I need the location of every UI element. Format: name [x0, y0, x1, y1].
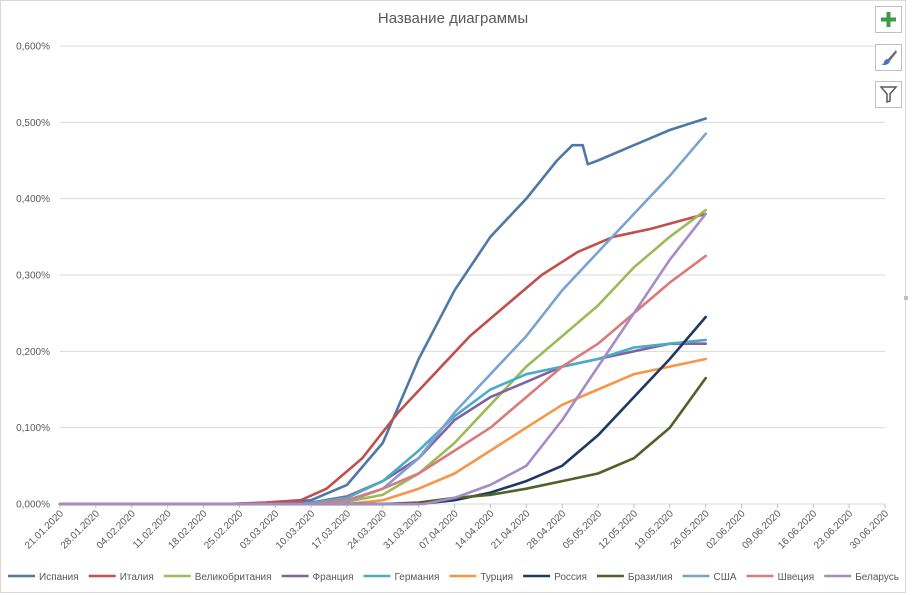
- resize-handle[interactable]: [904, 296, 908, 300]
- plus-icon: [881, 12, 896, 27]
- legend-label: США: [714, 572, 737, 583]
- legend-label: Турция: [480, 572, 513, 583]
- y-tick-label: 0,100%: [16, 423, 50, 434]
- legend-label: Испания: [39, 572, 79, 583]
- chart-filters-button[interactable]: [875, 81, 902, 108]
- y-tick-label: 0,400%: [16, 194, 50, 205]
- legend-item: Великобритания: [163, 571, 272, 583]
- legend-label: Италия: [120, 572, 154, 583]
- legend-item: Швеция: [746, 572, 815, 583]
- series-line: [58, 357, 708, 506]
- series-line: [58, 338, 708, 506]
- legend-label: Франция: [313, 572, 354, 583]
- brush-icon: [881, 50, 897, 65]
- series-line: [58, 132, 708, 506]
- x-tick-label: 30.06.2020: [848, 508, 891, 551]
- legend-label: Германия: [395, 572, 440, 583]
- grid: [60, 45, 885, 505]
- legend-item: Бразилия: [596, 572, 673, 583]
- series-group: [58, 117, 708, 506]
- filter-icon: [879, 86, 898, 104]
- y-tick-label: 0,500%: [16, 118, 50, 129]
- legend-item: Германия: [363, 572, 440, 583]
- y-tick-label: 0,600%: [16, 42, 50, 53]
- legend-label: Швеция: [778, 572, 815, 583]
- y-tick-label: 0,300%: [16, 271, 50, 282]
- y-tick-label: 0,000%: [16, 500, 50, 511]
- legend-item: Россия: [523, 572, 587, 583]
- series-line: [58, 212, 708, 506]
- legend-item: Турция: [449, 572, 513, 583]
- legend-label: Бразилия: [628, 572, 673, 583]
- series-line: [58, 315, 708, 506]
- series-line: [58, 212, 708, 506]
- legend-label: Великобритания: [195, 571, 272, 583]
- legend-label: Россия: [554, 572, 587, 583]
- legend-item: Франция: [281, 572, 354, 583]
- legend-item: Италия: [88, 572, 154, 583]
- x-axis: 21.01.202028.01.202004.02.202011.02.2020…: [23, 504, 891, 552]
- legend-label: Беларусь: [855, 572, 899, 583]
- chart-styles-button[interactable]: [875, 44, 902, 71]
- y-axis: 0,000% 0,100% 0,200% 0,300% 0,400% 0,500% 0,60…: [16, 42, 50, 511]
- legend-item: США: [682, 572, 737, 583]
- series-line: [58, 117, 708, 506]
- y-tick-label: 0,200%: [16, 347, 50, 358]
- legend-item: Испания: [8, 572, 79, 583]
- legend: Испания Италия Великобритания Франция Герман…: [8, 571, 899, 583]
- legend-item: Беларусь: [824, 572, 899, 583]
- chart-title: Название диаграммы: [377, 10, 529, 27]
- add-chart-element-button[interactable]: [875, 6, 902, 33]
